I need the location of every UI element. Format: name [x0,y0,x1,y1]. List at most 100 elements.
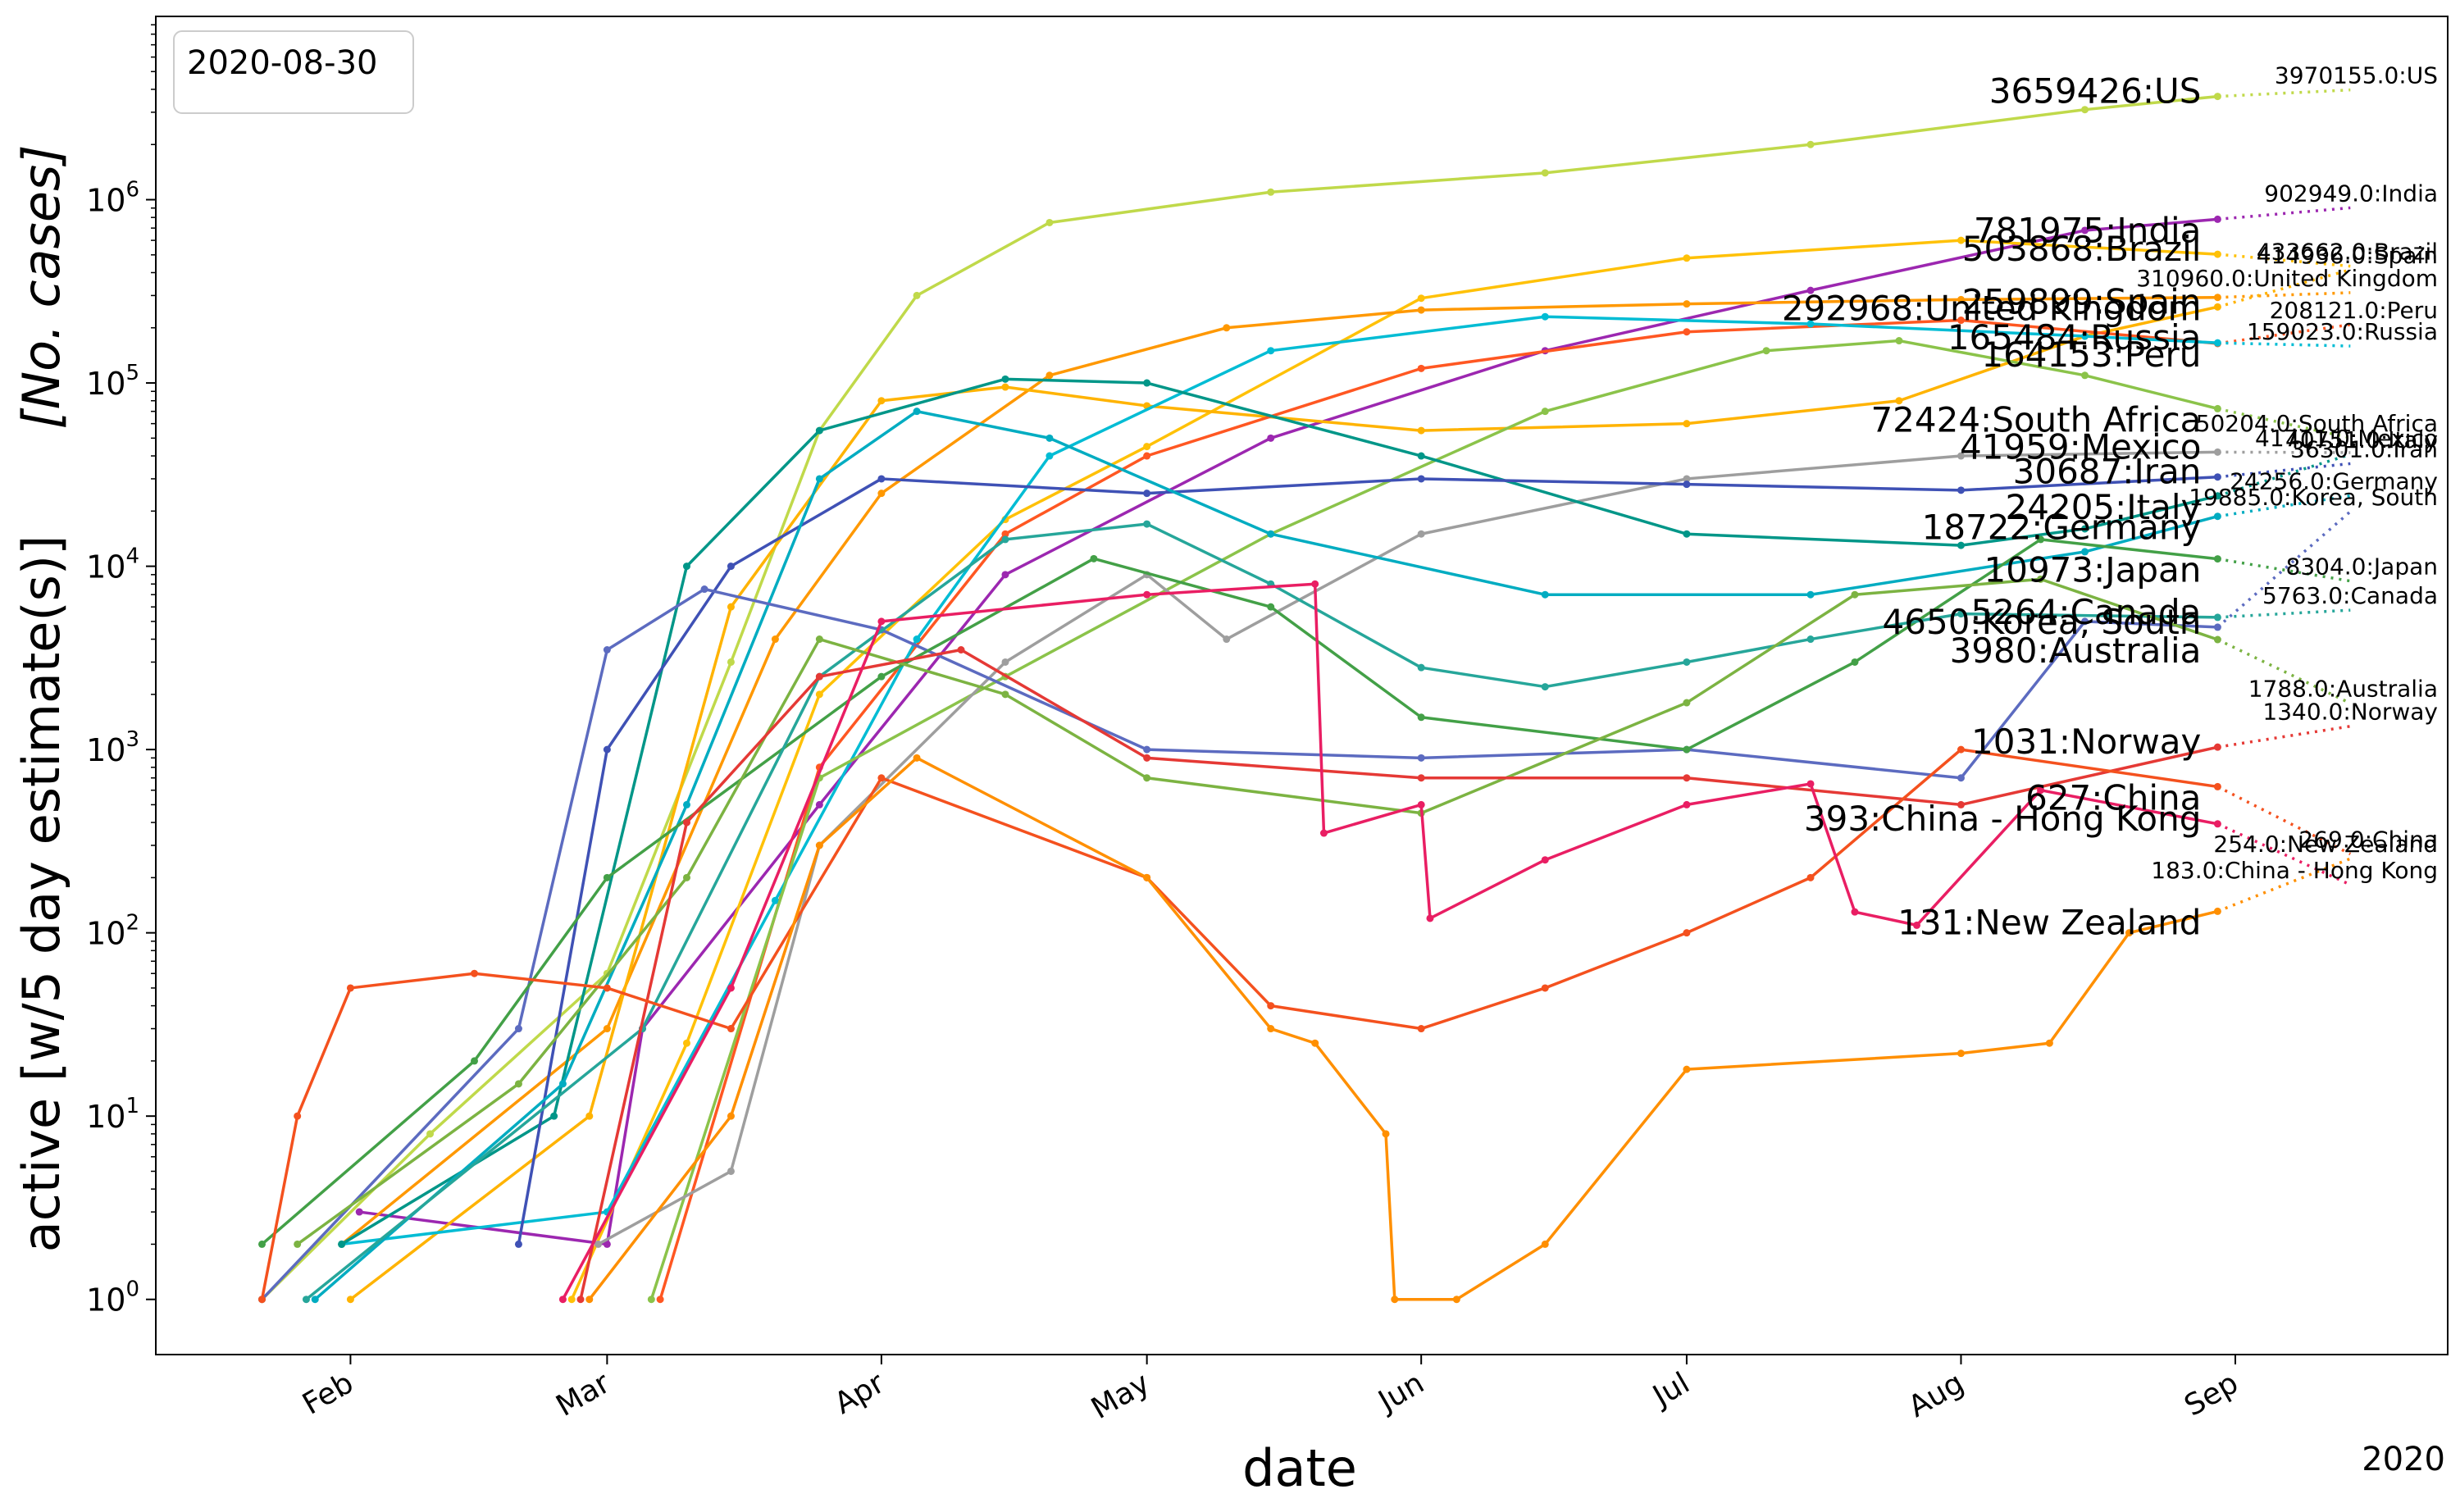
value-label-new-zealand: 131:New Zealand [1897,902,2201,942]
data-point [1851,590,1859,599]
data-point [1046,434,1054,442]
proj-label-brazil: 433662.0:Brazil [2257,239,2438,266]
proj-label-canada: 5763.0:Canada [2262,582,2438,609]
data-point [700,585,708,594]
data-point [1426,914,1434,922]
projection-line [2217,206,2351,221]
value-label-china: 627:China [2025,777,2201,817]
data-point [2037,535,2045,544]
data-point [2081,106,2089,114]
data-point [1452,1296,1460,1304]
data-point [2081,226,2089,235]
data-point [311,1296,319,1304]
data-point [877,672,886,681]
data-point [1267,347,1275,355]
data-point [1957,774,1965,782]
value-label-korea-south: 4650:Korea, South [1883,602,2202,642]
data-point [1143,745,1151,754]
data-point [1001,530,1009,538]
data-point [647,1296,655,1304]
data-point [1683,300,1691,308]
data-point [470,1057,478,1065]
data-point [1417,663,1425,672]
projection-line [2217,323,2351,345]
series-russia [338,312,2351,1248]
data-point [727,603,735,611]
data-point [815,841,823,849]
value-label-germany: 18722:Germany [1922,508,2202,548]
series-line [358,217,2218,1246]
data-point [1319,829,1328,837]
data-point [727,1025,735,1033]
data-point [603,984,611,992]
value-label-united-kingdom: 292968:United Kingdom [1782,289,2202,329]
data-point [1541,169,1549,177]
data-point [2037,786,2045,795]
data-point [2125,929,2134,937]
data-point [558,1080,567,1088]
data-point [550,1112,558,1120]
data-point [1683,328,1691,336]
value-label-china-hong-kong: 393:China - Hong Kong [1804,799,2201,839]
data-point [1267,530,1275,538]
data-point [576,1296,585,1304]
projection-line [2216,453,2351,498]
data-point [1957,610,1965,618]
projection-line [2217,407,2351,439]
data-point [1806,286,1815,294]
data-point [1957,1050,1965,1058]
data-point [1143,379,1151,387]
data-point [1762,347,1770,355]
data-point [1001,690,1009,699]
data-point [1541,984,1549,992]
series-australia [294,575,2352,1248]
data-point [514,1080,522,1088]
data-point [913,754,921,762]
projection-line [2217,450,2351,454]
data-point [727,1112,735,1120]
data-point [877,490,886,498]
series-italy [338,375,2351,1248]
x-axis-label: date [1242,1438,1357,1498]
value-label-us: 3659426:US [1989,71,2202,112]
data-point [1046,452,1054,460]
data-point [1143,452,1151,460]
data-point [470,969,478,977]
data-point [1001,571,1009,579]
data-point [1957,486,1965,494]
data-point [913,291,921,299]
data-point [1683,254,1691,262]
data-point [877,475,886,483]
data-point [1957,452,1965,460]
data-point [1417,452,1425,460]
proj-label-norway: 1340.0:Norway [2262,699,2438,726]
data-point [1895,397,1903,405]
data-point [1957,295,1965,303]
data-point [257,1296,266,1304]
value-label-brazil: 503868:Brazil [1962,229,2202,269]
data-point [727,984,735,992]
y-tick-label: 102 [86,911,139,952]
data-point [603,1240,611,1248]
data-point [1001,658,1009,666]
proj-label-united-kingdom: 310960.0:United Kingdom [2136,265,2438,292]
data-point [558,1296,567,1304]
data-point [1957,745,1965,754]
data-point [1806,590,1815,599]
data-point [815,475,823,483]
series-china-hong-kong [558,580,2352,1304]
data-point [682,818,690,827]
series-line [341,315,2218,1246]
data-point [682,873,690,881]
series-new-zealand [585,754,2351,1304]
data-point [2081,332,2089,340]
data-point [877,397,886,405]
data-point [1311,580,1319,588]
data-point [1417,306,1425,314]
data-point [1541,408,1549,416]
data-point [603,745,611,754]
data-point [815,672,823,681]
y-axis-label-suffix: [No. cases] [11,145,71,430]
data-point [1090,554,1098,562]
